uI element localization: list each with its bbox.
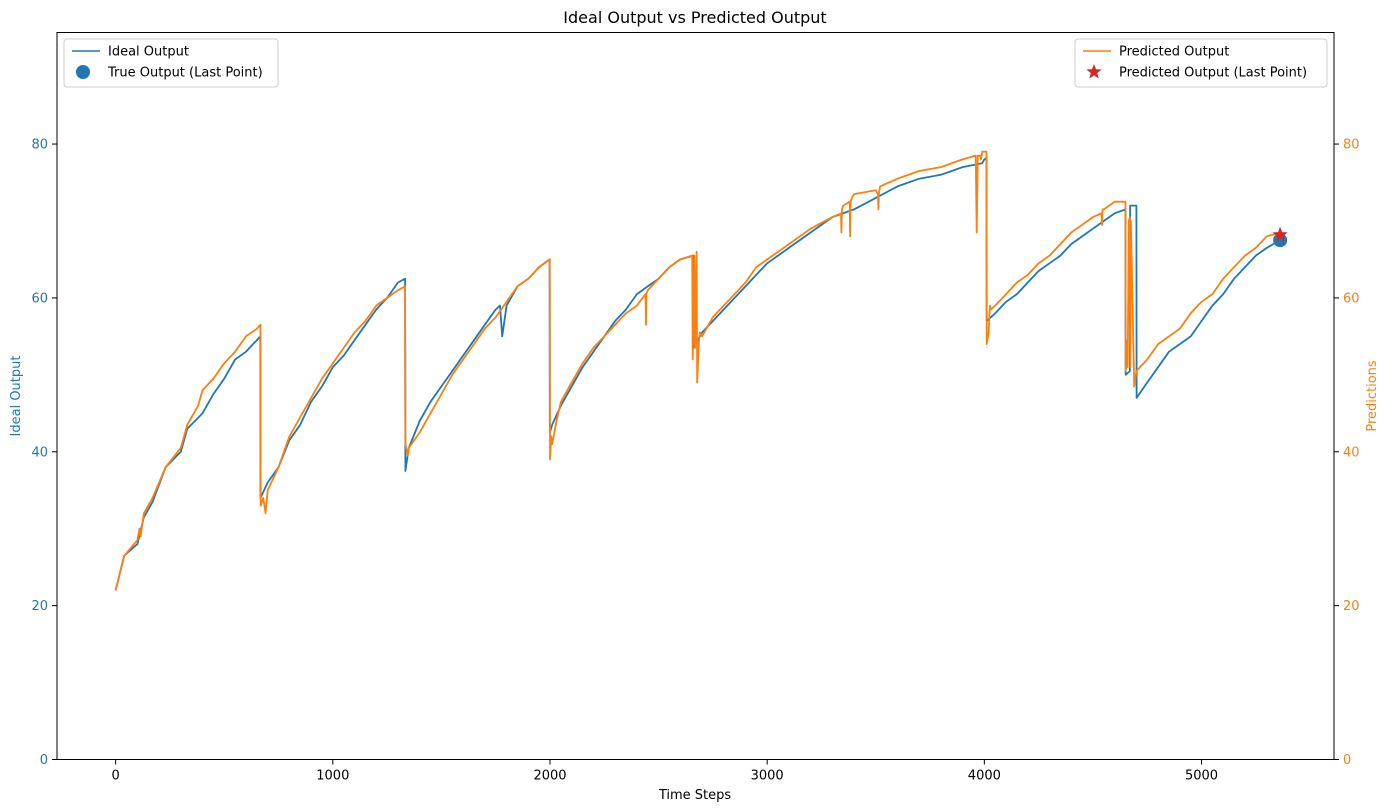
- y-axis-right: 0 20 40 60 80: [1334, 138, 1360, 768]
- legend-true-output-label: True Output (Last Point): [107, 66, 263, 81]
- x-tick-label-2000: 2000: [533, 769, 566, 784]
- series-line-ideal-output: [114, 156, 1281, 591]
- y-left-tick-label-20: 20: [31, 599, 48, 614]
- y-axis-left: 0 20 40 60 80: [31, 138, 57, 768]
- legend-ideal-output-label: Ideal Output: [108, 45, 189, 60]
- legend-right: Predicted Output Predicted Output (Last …: [1074, 38, 1328, 88]
- y-right-tick-label-0: 0: [1343, 753, 1351, 768]
- y-axis-label-right: Predictions: [1365, 360, 1380, 432]
- legend-left: Ideal Output True Output (Last Point): [63, 38, 279, 88]
- x-tick-label-5000: 5000: [1185, 769, 1218, 784]
- x-tick-label-0: 0: [111, 769, 119, 784]
- x-tick-label-4000: 4000: [968, 769, 1001, 784]
- y-left-tick-label-60: 60: [31, 291, 48, 306]
- y-right-tick-label-80: 80: [1343, 138, 1360, 153]
- y-right-tick-label-20: 20: [1343, 599, 1360, 614]
- y-left-tick-label-0: 0: [40, 753, 48, 768]
- legend-left-box: [63, 38, 279, 88]
- legend-predicted-last-marker: [1086, 64, 1102, 79]
- y-left-tick-label-80: 80: [31, 138, 48, 153]
- plot-lines: [114, 150, 1281, 591]
- x-axis-label: Time Steps: [658, 788, 732, 803]
- y-right-tick-label-40: 40: [1343, 445, 1360, 460]
- legend-predicted-last-label: Predicted Output (Last Point): [1119, 66, 1307, 81]
- legend-true-output-marker: [76, 65, 90, 79]
- series-line-predicted-output: [114, 150, 1281, 591]
- legend-predicted-output-label: Predicted Output: [1119, 45, 1229, 60]
- predicted-output-last-point: [1272, 226, 1288, 242]
- y-left-tick-label-40: 40: [31, 445, 48, 460]
- y-right-tick-label-60: 60: [1343, 291, 1360, 306]
- plot-frame: [56, 32, 1335, 760]
- legend-right-box: [1074, 38, 1328, 88]
- true-output-last-point: [1273, 233, 1288, 248]
- x-tick-label-1000: 1000: [316, 769, 349, 784]
- y-axis-label-left: Ideal Output: [9, 356, 24, 437]
- chart-title: Ideal Output vs Predicted Output: [563, 8, 826, 27]
- last-point-markers: [1272, 226, 1288, 248]
- x-tick-label-3000: 3000: [751, 769, 784, 784]
- x-axis: 0 1000 2000 3000 4000 5000: [111, 759, 1218, 784]
